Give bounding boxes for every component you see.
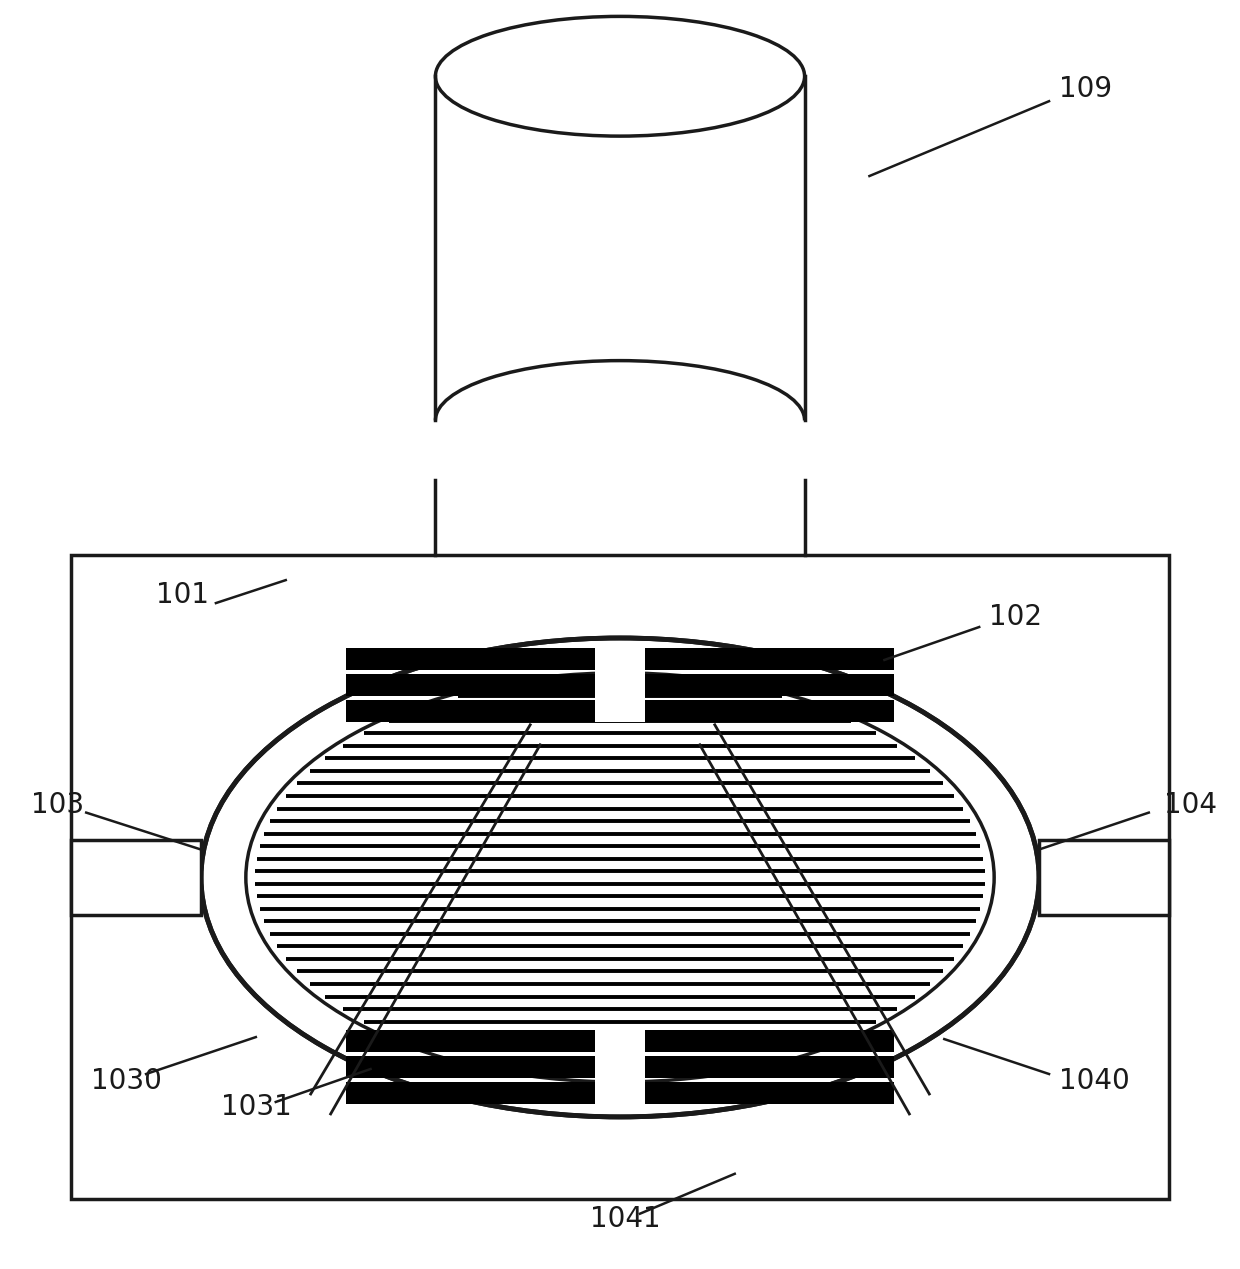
Bar bbox=[346, 1056, 595, 1077]
Bar bbox=[595, 648, 645, 722]
Text: 109: 109 bbox=[1059, 75, 1112, 103]
Bar bbox=[346, 674, 595, 695]
Bar bbox=[645, 1056, 894, 1077]
Text: 1040: 1040 bbox=[1059, 1067, 1130, 1095]
Bar bbox=[645, 699, 894, 722]
Text: 104: 104 bbox=[1164, 791, 1216, 819]
Bar bbox=[1039, 840, 1169, 915]
Ellipse shape bbox=[246, 673, 994, 1082]
Text: 101: 101 bbox=[156, 581, 210, 609]
Text: 1031: 1031 bbox=[221, 1093, 291, 1121]
Bar bbox=[645, 674, 894, 695]
Bar bbox=[346, 1030, 595, 1052]
Bar bbox=[71, 840, 201, 915]
Ellipse shape bbox=[201, 638, 1039, 1117]
Bar bbox=[346, 699, 595, 722]
Text: 1041: 1041 bbox=[590, 1204, 661, 1232]
Bar bbox=[346, 1082, 595, 1104]
Bar bbox=[645, 1082, 894, 1104]
Bar bbox=[645, 1030, 894, 1052]
Text: 103: 103 bbox=[31, 791, 84, 819]
Bar bbox=[71, 555, 1169, 1199]
Bar bbox=[595, 1030, 645, 1104]
Text: 102: 102 bbox=[990, 603, 1042, 631]
Bar bbox=[645, 648, 894, 670]
Bar bbox=[346, 648, 595, 670]
Text: 1030: 1030 bbox=[92, 1067, 162, 1095]
